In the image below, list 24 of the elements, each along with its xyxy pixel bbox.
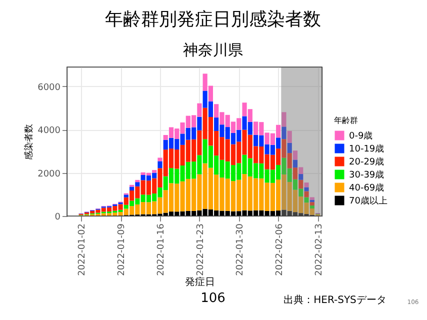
chart-subtitle: 神奈川県 [183, 41, 243, 59]
x-tick-label: 2022-01-30 [235, 223, 246, 276]
y-tick-label: 2000 [38, 169, 61, 180]
x-tick-label: 2022-02-06 [274, 223, 285, 276]
y-tick-label: 4000 [38, 126, 61, 136]
legend-title: 年齢群 [334, 116, 358, 125]
x-tick-label: 2022-01-23 [196, 224, 206, 276]
y-axis-title: 感染者数 [24, 124, 35, 160]
legend-label: 10-19歳 [349, 144, 384, 154]
source-note: 出典：HER-SYSデータ [284, 294, 386, 306]
x-tick-label: 2022-01-09 [117, 223, 128, 276]
legend-label: 0-9歳 [349, 130, 373, 142]
x-tick-label: 2022-01-16 [156, 223, 166, 276]
chart-title: 年齢群別発症日別感染者数 [105, 9, 321, 30]
x-tick-label: 2022-01-02 [78, 224, 88, 276]
y-tick-label: 0 [54, 212, 61, 222]
text: 106 [200, 291, 226, 306]
legend-label: 70歳以上 [349, 196, 388, 206]
legend-label: 20-29歳 [349, 156, 384, 168]
x-tick-label: 2022-02-13 [314, 224, 324, 276]
y-tick-label: 6000 [38, 82, 61, 93]
x-axis-title: 発症日 [185, 276, 215, 288]
legend-label: 30-39歳 [349, 170, 384, 180]
legend-label: 40-69歳 [349, 182, 384, 194]
